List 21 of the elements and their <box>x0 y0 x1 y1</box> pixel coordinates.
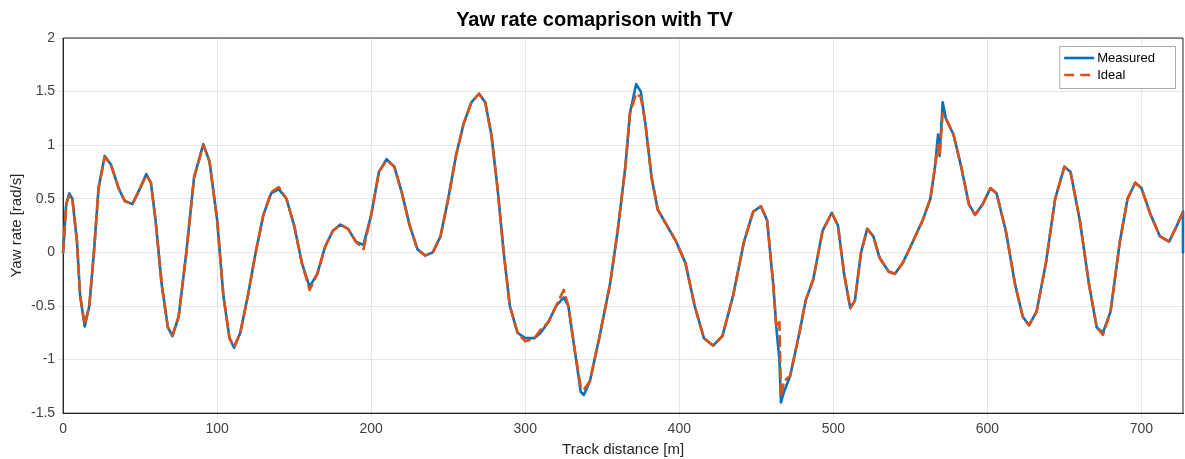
x-tick-label: 0 <box>59 420 68 437</box>
y-tick-label: -1 <box>42 350 56 367</box>
legend-label: Measured <box>1097 49 1155 65</box>
x-tick-label: 500 <box>821 420 846 437</box>
x-tick-label: 600 <box>975 420 1000 437</box>
y-tick-label: 1.5 <box>35 82 56 99</box>
y-tick-label: -0.5 <box>31 296 56 313</box>
y-tick-label: 0.5 <box>35 189 56 206</box>
y-tick-label: 0 <box>47 243 56 260</box>
x-tick-label: 700 <box>1129 420 1154 437</box>
x-axis-title: Track distance [m] <box>562 440 685 458</box>
x-tick-label: 200 <box>359 420 384 437</box>
y-axis-title: Yaw rate [rad/s] <box>7 173 25 278</box>
x-tick-label: 100 <box>205 420 230 437</box>
y-tick-label: 1 <box>47 136 56 153</box>
y-tick-label: 2 <box>47 28 56 45</box>
chart-title: Yaw rate comaprison with TV <box>456 7 734 30</box>
y-tick-label: -1.5 <box>31 404 56 421</box>
x-tick-label: 400 <box>667 420 692 437</box>
legend-label: Ideal <box>1097 66 1126 82</box>
x-tick-label: 300 <box>513 420 538 437</box>
